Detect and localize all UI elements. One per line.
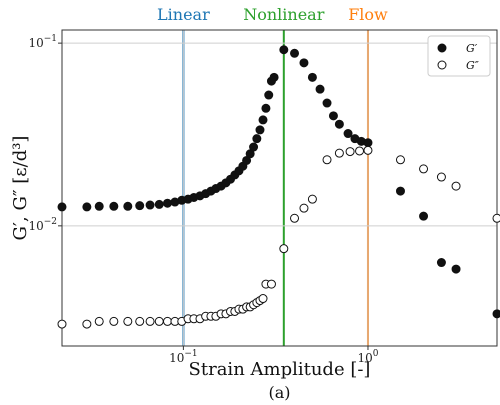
y-axis-label: G′, G″ [ε/d³] — [10, 136, 31, 241]
g-double-prime-point — [57, 319, 67, 329]
g-prime-point — [123, 201, 133, 211]
legend-box — [427, 35, 491, 77]
g-prime-point — [269, 72, 279, 82]
g-prime-point — [290, 48, 300, 58]
g-prime-point — [328, 111, 338, 121]
region-labels: Linear Nonlinear Flow — [157, 5, 388, 24]
g-prime-point — [261, 103, 271, 113]
legend-marker — [437, 60, 447, 70]
g-prime-point — [419, 211, 429, 221]
figure-caption: (a) — [268, 383, 290, 402]
y-tick-label: 10−1 — [28, 34, 57, 50]
g-double-prime-point — [395, 155, 405, 165]
g-prime-point — [395, 186, 405, 196]
g-prime-point — [307, 72, 317, 82]
g-prime-point — [82, 202, 92, 212]
legend-marker — [437, 43, 447, 53]
g-prime-point — [252, 134, 262, 144]
plot-frame — [61, 29, 498, 347]
g-prime-point — [145, 200, 155, 210]
y-tick-labels: 10−2 10−1 — [28, 34, 62, 233]
region-label-linear: Linear — [157, 5, 210, 24]
g-double-prime-point — [307, 194, 317, 204]
g-prime-point — [249, 142, 259, 152]
g-double-prime-point — [299, 203, 309, 213]
g-prime-point — [343, 129, 353, 139]
g-prime-point — [322, 98, 332, 108]
g-prime-point — [162, 198, 172, 208]
g-double-prime-point — [279, 244, 289, 254]
g-prime-point — [436, 258, 446, 268]
g-double-prime-point — [355, 146, 365, 156]
g-prime-point — [57, 202, 67, 212]
g-double-prime-point — [109, 316, 119, 326]
g-double-prime-point — [451, 181, 461, 191]
g-prime-point — [109, 201, 119, 211]
region-label-nonlinear: Nonlinear — [243, 5, 324, 24]
g-double-prime-point — [419, 164, 429, 174]
legend: G′ G″ — [427, 35, 491, 77]
series-storage-modulus — [57, 45, 500, 319]
g-prime-point — [264, 90, 274, 100]
g-double-prime-point — [162, 316, 172, 326]
g-prime-point — [135, 201, 145, 211]
g-double-prime-point — [94, 316, 104, 326]
g-double-prime-point — [154, 316, 164, 326]
x-tick-label: 10−1 — [169, 349, 198, 365]
g-double-prime-point — [322, 155, 332, 165]
g-double-prime-point — [492, 213, 500, 223]
x-tick-labels: 10−1 100 — [169, 346, 379, 365]
g-prime-point — [258, 115, 268, 125]
g-double-prime-point — [436, 172, 446, 182]
g-double-prime-point — [145, 316, 155, 326]
g-double-prime-point — [290, 213, 300, 223]
series-loss-modulus — [57, 145, 500, 329]
grid-lines — [62, 30, 497, 346]
g-double-prime-point — [258, 294, 268, 304]
g-double-prime-point — [345, 147, 355, 157]
g-double-prime-point — [82, 319, 92, 329]
series-layer — [57, 45, 500, 329]
g-prime-point — [363, 138, 373, 148]
g-prime-point — [334, 119, 344, 129]
g-prime-point — [299, 58, 309, 68]
g-prime-point — [279, 45, 289, 55]
g-prime-point — [451, 264, 461, 274]
legend-entry-label: G″ — [466, 59, 480, 72]
g-double-prime-point — [123, 316, 133, 326]
g-double-prime-point — [135, 316, 145, 326]
g-double-prime-point — [266, 279, 276, 289]
g-double-prime-point — [334, 148, 344, 158]
g-prime-point — [154, 199, 164, 209]
g-double-prime-point — [363, 145, 373, 155]
g-prime-point — [315, 84, 325, 94]
g-prime-point — [492, 309, 500, 319]
g-prime-point — [255, 125, 265, 135]
region-label-flow: Flow — [348, 5, 388, 24]
x-tick-label: 100 — [357, 349, 378, 365]
y-tick-label: 10−2 — [28, 217, 57, 233]
x-axis-label: Strain Amplitude [-] — [189, 359, 371, 380]
g-prime-point — [94, 201, 104, 211]
legend-entry-label: G′ — [466, 42, 478, 55]
